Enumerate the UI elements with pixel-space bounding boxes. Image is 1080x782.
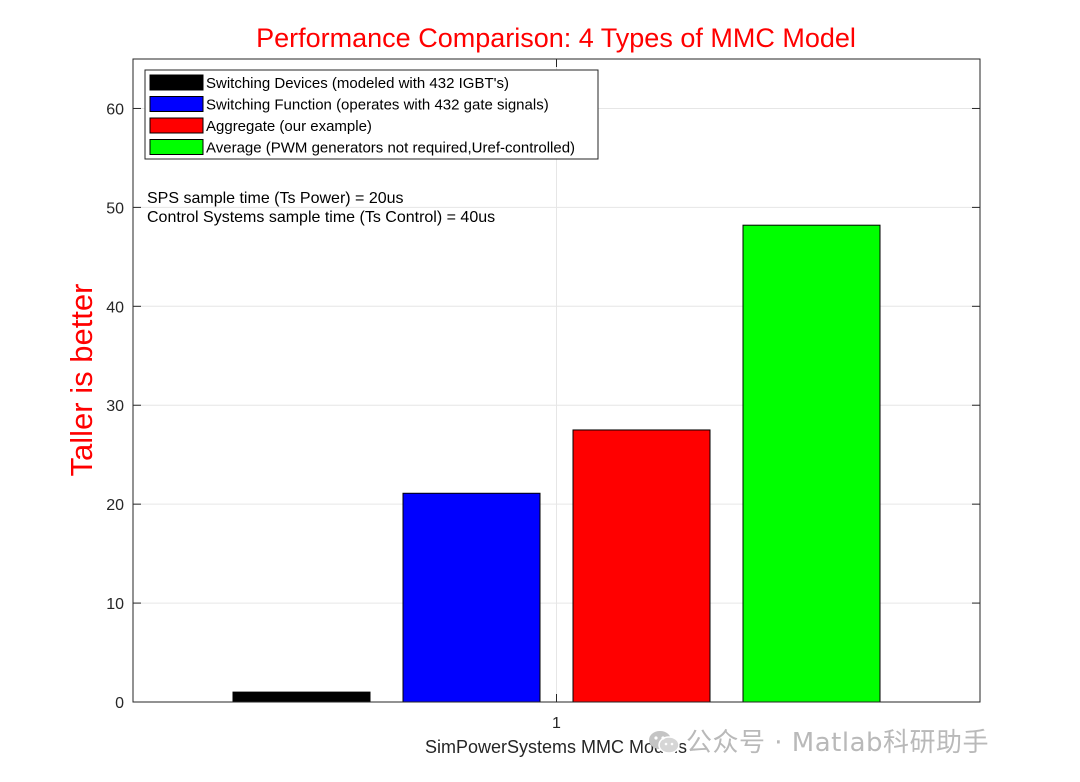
y-tick-label: 0 [115, 695, 124, 712]
legend: Switching Devices (modeled with 432 IGBT… [144, 69, 599, 160]
legend-swatch [149, 139, 204, 155]
y-tick-label: 50 [106, 200, 124, 217]
bar-series-1 [232, 691, 371, 703]
chart-title: Performance Comparison: 4 Types of MMC M… [256, 23, 856, 53]
y-tick-label: 40 [106, 299, 124, 316]
y-tick-label: 60 [106, 101, 124, 118]
legend-entry: Aggregate (our example) [206, 118, 372, 135]
legend-entry: Switching Function (operates with 432 ga… [206, 97, 549, 114]
watermark: 公众号 · Matlab科研助手 [648, 722, 989, 759]
legend-entry: Average (PWM generators not required,Ure… [206, 140, 575, 157]
bar-series-3 [572, 429, 711, 703]
wechat-icon [648, 729, 680, 755]
x-tick-label: 1 [552, 715, 561, 732]
axis-box [132, 58, 981, 703]
legend-swatch [149, 96, 204, 112]
annotation-ts-control: Control Systems sample time (Ts Control)… [147, 209, 495, 226]
x-axis-label: SimPowerSystems MMC Models [425, 737, 687, 757]
legend-entry: Switching Devices (modeled with 432 IGBT… [206, 75, 509, 92]
legend-swatch [149, 74, 204, 91]
annotation-ts-power: SPS sample time (Ts Power) = 20us [147, 190, 404, 207]
legend-box [144, 69, 599, 160]
y-axis-label: Taller is better [64, 284, 99, 477]
y-tick-label: 20 [106, 497, 124, 514]
bar-series-2 [402, 492, 541, 703]
bar-series-4 [742, 224, 881, 703]
watermark-text: 公众号 · Matlab科研助手 [686, 728, 990, 758]
legend-swatch [149, 117, 204, 134]
y-tick-label: 10 [106, 596, 124, 613]
y-tick-label: 30 [106, 398, 124, 415]
axes: 0 10 20 30 40 50 60 1 [106, 58, 981, 732]
